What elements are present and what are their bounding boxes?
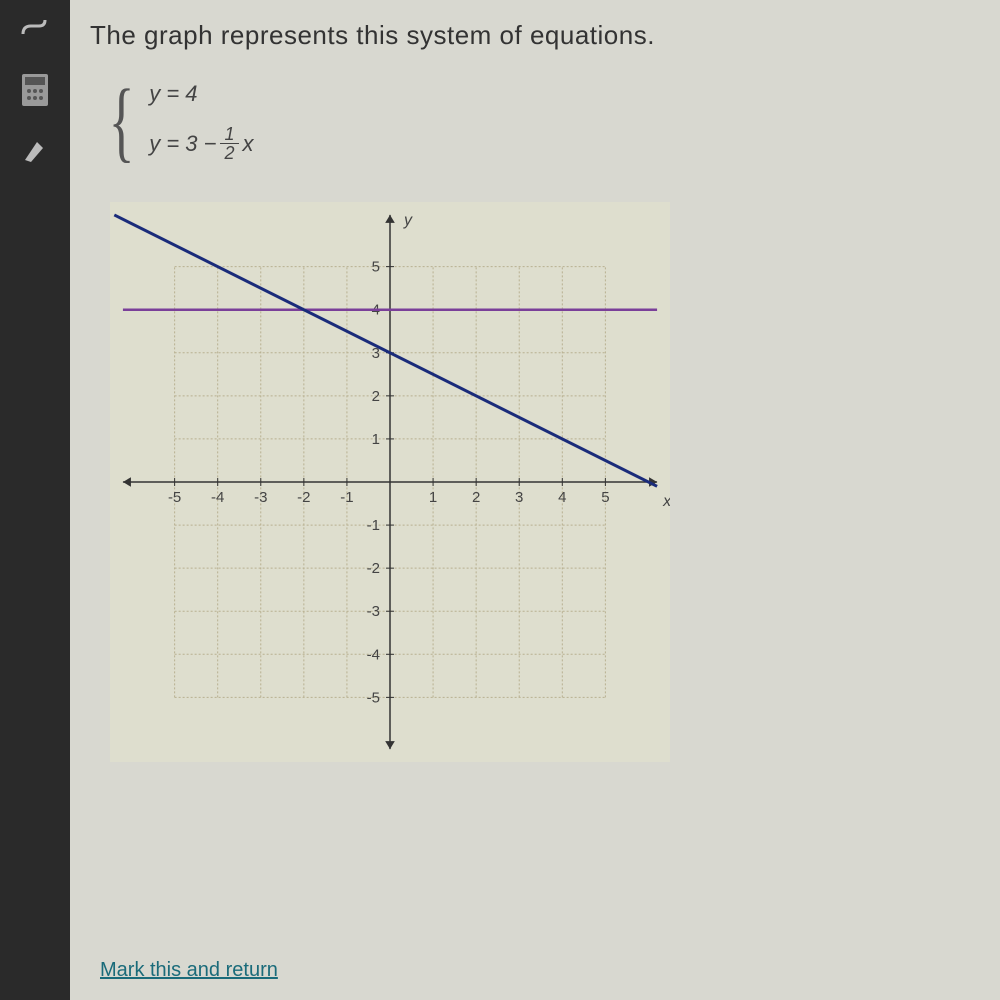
system-of-equations: { y = 4 y = 3 − 1 2 x <box>100 81 960 162</box>
svg-text:2: 2 <box>372 388 380 405</box>
left-brace: { <box>109 90 135 153</box>
svg-text:-1: -1 <box>367 517 380 534</box>
svg-text:5: 5 <box>601 489 609 506</box>
calculator-icon[interactable] <box>15 70 55 110</box>
svg-text:3: 3 <box>515 489 523 506</box>
svg-text:-3: -3 <box>367 603 380 620</box>
svg-text:4: 4 <box>558 489 566 506</box>
svg-text:-4: -4 <box>367 646 380 663</box>
svg-text:5: 5 <box>372 259 380 276</box>
svg-text:y: y <box>403 212 413 229</box>
tool-icon-1[interactable] <box>15 10 55 50</box>
mark-return-link[interactable]: Mark this and return <box>100 959 278 982</box>
svg-text:-1: -1 <box>340 489 353 506</box>
eq2-frac-den: 2 <box>220 144 238 162</box>
svg-text:-3: -3 <box>254 489 267 506</box>
svg-text:1: 1 <box>372 431 380 448</box>
svg-text:-4: -4 <box>211 489 224 506</box>
svg-text:-5: -5 <box>168 489 181 506</box>
svg-text:x: x <box>662 493 670 510</box>
svg-text:-2: -2 <box>367 560 380 577</box>
content-area: The graph represents this system of equa… <box>90 20 960 767</box>
eq2-fraction: 1 2 <box>220 125 238 162</box>
eq2-rhs: x <box>243 131 254 157</box>
eq2-lhs: y = 3 − <box>149 131 216 157</box>
question-text: The graph represents this system of equa… <box>90 20 960 51</box>
sidebar <box>0 0 70 1000</box>
coordinate-graph: -5-5-4-4-3-3-2-2-1-11122334455xy <box>110 202 670 762</box>
svg-text:2: 2 <box>472 489 480 506</box>
equation-1: y = 4 <box>149 81 253 107</box>
svg-text:-5: -5 <box>367 689 380 706</box>
svg-text:-2: -2 <box>297 489 310 506</box>
chart-container: -5-5-4-4-3-3-2-2-1-11122334455xy <box>110 202 960 767</box>
equation-2: y = 3 − 1 2 x <box>149 125 253 162</box>
tool-icon-3[interactable] <box>15 130 55 170</box>
eq2-frac-num: 1 <box>220 125 238 144</box>
svg-text:1: 1 <box>429 489 437 506</box>
